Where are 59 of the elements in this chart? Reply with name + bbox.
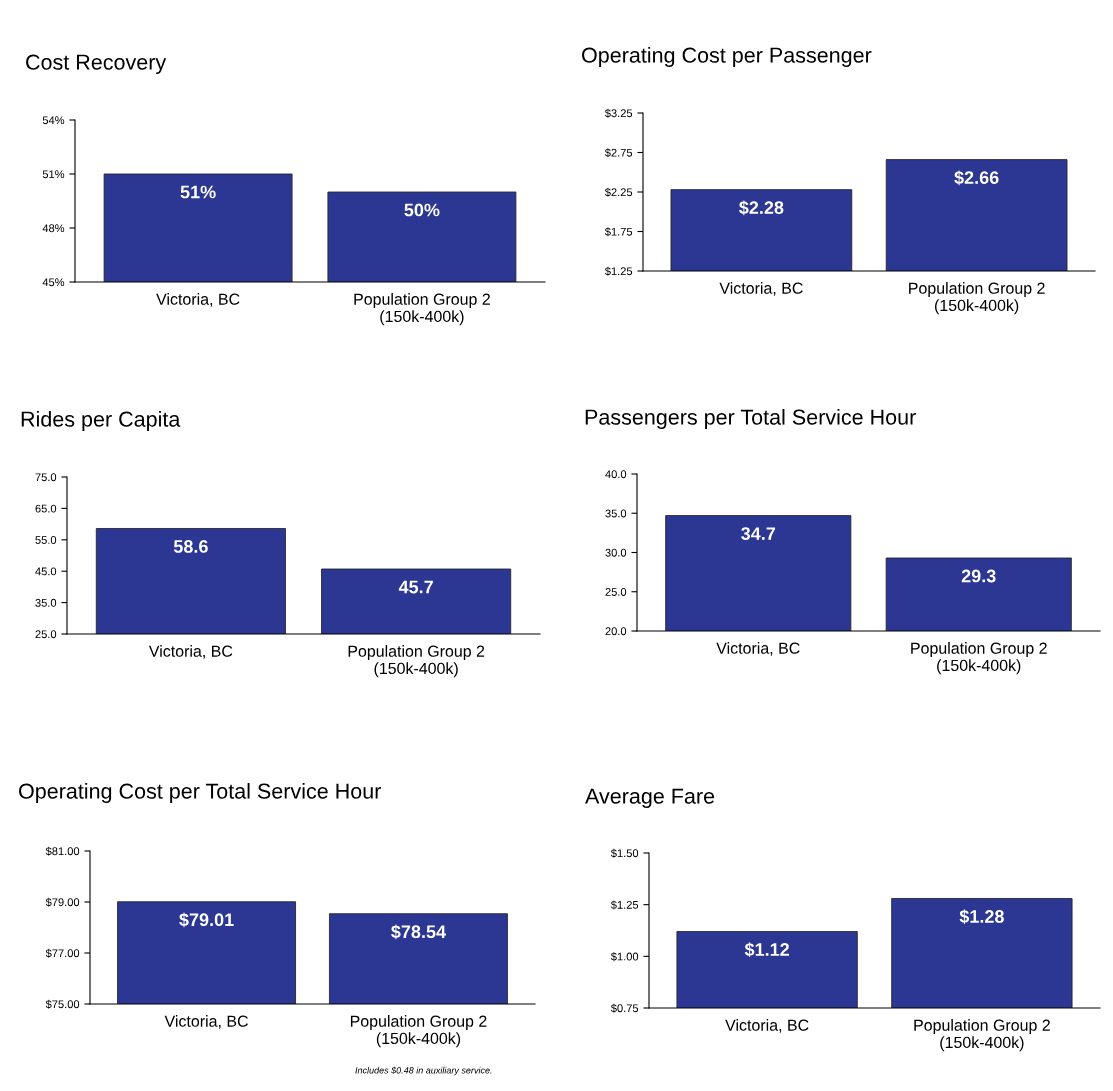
y-tick-label: $81.00 [45,846,80,856]
x-tick-label: Victoria, BC [719,282,803,296]
data-label: $2.28 [739,200,784,216]
data-label: 29.3 [961,569,996,583]
chart-title: Rides per Capita [21,410,181,432]
data-label: $78.54 [391,924,446,940]
y-tick-label: 25.0 [605,588,627,596]
data-label: 51% [180,185,216,199]
x-tick-label: Population Group 2 (150k-400k) [354,293,490,326]
x-tick-label: Victoria, BC [716,642,800,656]
y-tick-label: 45.0 [35,567,57,576]
y-tick-label: $1.50 [610,848,639,858]
y-tick-label: $75.00 [45,999,80,1009]
text: Includes $0.48 in auxiliary service. [355,1066,492,1076]
x-tick-label: Victoria, BC [148,645,233,659]
x-tick-label: Population Group 2 (150k-400k) [348,645,485,678]
y-tick-label: 40.0 [605,470,627,479]
y-tick-label: 45% [42,278,65,287]
chart-title: Passengers per Total Service Hour [585,408,916,430]
x-tick-label: Victoria, BC [156,293,240,307]
x-tick-label: Population Group 2 (150k-400k) [350,1015,487,1048]
data-label: 58.6 [173,540,208,553]
data-label: 50% [404,203,440,217]
y-tick-label: $1.25 [604,266,633,276]
x-tick-label: Population Group 2 (150k-400k) [914,1019,1050,1052]
chart-title: Operating Cost per Total Service Hour [19,782,381,804]
y-tick-label: 25.0 [35,630,57,639]
y-tick-label: $79.00 [45,897,80,907]
y-tick-label: $3.25 [604,108,633,118]
x-tick-label: Victoria, BC [725,1019,809,1033]
y-tick-label: 35.0 [605,509,627,518]
x-tick-label: Population Group 2 (150k-400k) [909,282,1045,315]
y-tick-label: 20.0 [605,627,627,636]
data-label: $79.01 [179,912,234,928]
y-tick-label: 48% [42,224,65,233]
data-label: 45.7 [398,580,433,594]
y-tick-label: 65.0 [35,504,57,513]
data-label: $1.28 [959,909,1004,924]
y-tick-label: $2.75 [604,148,633,158]
data-label: $2.66 [954,170,999,186]
y-tick-label: 51% [42,170,65,179]
chart-title: Average Fare [585,788,715,809]
y-tick-label: 55.0 [35,536,57,544]
x-tick-label: Victoria, BC [164,1015,248,1029]
y-tick-label: $2.25 [604,187,633,197]
y-tick-label: $0.75 [610,1003,639,1013]
y-tick-label: 35.0 [35,598,57,607]
chart-title: Operating Cost per Passenger [582,46,872,68]
data-label: 34.7 [741,527,776,540]
y-tick-label: $1.75 [604,227,633,237]
y-tick-label: 75.0 [35,473,57,482]
y-tick-label: $1.25 [610,900,639,910]
y-tick-label: 54% [42,116,65,125]
chart-title: Cost Recovery [26,54,167,75]
y-tick-label: $1.00 [610,952,639,962]
data-label: $1.12 [744,942,789,958]
x-tick-label: Population Group 2 (150k-400k) [911,642,1047,675]
y-tick-label: $77.00 [45,948,80,958]
y-tick-label: 30.0 [605,548,627,557]
